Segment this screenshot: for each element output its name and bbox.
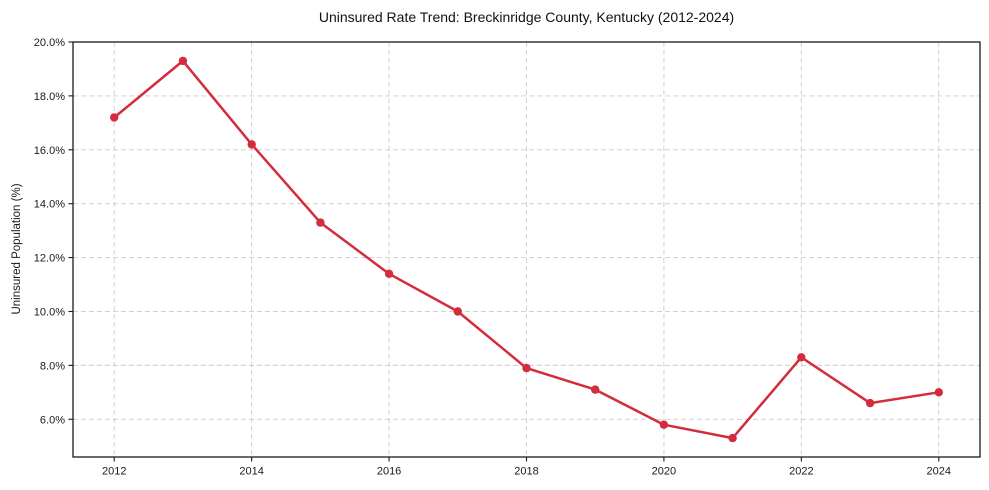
y-tick-label: 10.0% bbox=[34, 306, 65, 318]
data-point-2018 bbox=[522, 363, 531, 373]
y-tick-label: 18.0% bbox=[34, 91, 65, 103]
data-point-2017 bbox=[453, 307, 462, 316]
y-tick-label: 16.0% bbox=[34, 145, 65, 157]
chart-title: Uninsured Rate Trend: Breckinridge Count… bbox=[318, 9, 735, 25]
x-tick-label: 2022 bbox=[789, 466, 813, 478]
data-point-2012 bbox=[110, 113, 119, 122]
x-tick-label: 2018 bbox=[514, 466, 538, 478]
x-tick-label: 2012 bbox=[102, 466, 126, 478]
data-point-2021 bbox=[728, 433, 737, 443]
plot-border bbox=[72, 41, 981, 458]
data-point-2023 bbox=[865, 398, 875, 408]
data-point-2024 bbox=[934, 388, 943, 397]
data-point-2020 bbox=[659, 420, 669, 429]
x-tick-label: 2020 bbox=[652, 466, 676, 478]
x-tick-label: 2016 bbox=[377, 466, 401, 478]
y-tick-label: 14.0% bbox=[34, 199, 65, 211]
x-tick-label: 2024 bbox=[927, 466, 951, 478]
y-tick-label: 8.0% bbox=[40, 360, 65, 372]
data-point-2015 bbox=[316, 218, 325, 227]
data-point-2019 bbox=[591, 385, 600, 394]
data-point-2014 bbox=[247, 140, 256, 149]
y-tick-label: 12.0% bbox=[34, 253, 65, 265]
data-point-2016 bbox=[384, 269, 394, 278]
y-tick-label: 6.0% bbox=[40, 414, 65, 426]
y-tick-label: 20.0% bbox=[34, 37, 65, 49]
y-axis-title: Uninsured Population (%) bbox=[11, 183, 23, 315]
data-point-2013 bbox=[178, 56, 188, 66]
x-tick-label: 2014 bbox=[239, 466, 263, 478]
data-point-2022 bbox=[797, 353, 806, 362]
